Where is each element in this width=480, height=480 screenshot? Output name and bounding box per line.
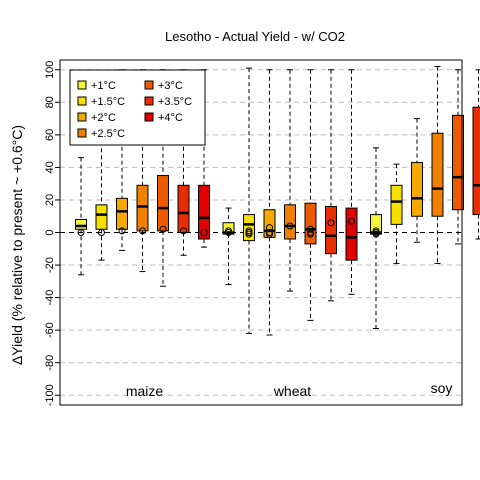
box-wheat-2 [243, 67, 255, 334]
legend-box [69, 69, 206, 146]
box-soy-3 [411, 118, 423, 243]
legend-swatch [77, 80, 87, 90]
y-tick-label: 40 [44, 161, 56, 173]
y-tick-label: 20 [44, 194, 56, 206]
box-soy-6 [472, 69, 480, 240]
box-body [157, 175, 169, 232]
legend-swatch [144, 96, 154, 106]
box-wheat-3 [263, 69, 276, 336]
data-point [348, 217, 355, 225]
box-body [431, 132, 444, 217]
box-wheat-7 [345, 69, 358, 295]
box-series [75, 66, 480, 336]
legend-label: +2.5°C [91, 128, 125, 140]
y-tick-label: -20 [44, 257, 56, 273]
legend-item: +3°C [144, 80, 183, 92]
legend-swatch [77, 112, 87, 122]
data-point [245, 227, 253, 235]
data-point [77, 229, 85, 236]
legend-label: +3°C [158, 80, 183, 92]
legend-label: +1.5°C [91, 96, 125, 108]
y-tick-label: -80 [44, 355, 56, 371]
y-tick-label: 80 [44, 96, 56, 108]
box-body [116, 197, 128, 230]
legend-item: +2°C [77, 112, 116, 124]
legend-swatch [77, 128, 87, 138]
box-body [198, 184, 210, 240]
y-axis-label: ΔYield (% relative to present ~ +0.6°C) [9, 125, 25, 365]
group-label-maize: maize [126, 383, 164, 399]
group-label-wheat: wheat [273, 383, 311, 399]
box-wheat-1 [222, 207, 235, 286]
box-body [95, 204, 108, 230]
legend-label: +2°C [91, 112, 116, 124]
box-body [136, 184, 149, 232]
y-tick-label: -100 [44, 384, 56, 406]
legend-item: +1°C [77, 80, 116, 92]
box-body [263, 209, 276, 238]
legend-swatch [144, 80, 154, 90]
box-body [284, 204, 296, 240]
group-labels: maize wheat soy [126, 380, 453, 399]
box-body [411, 162, 423, 217]
box-body [390, 184, 403, 225]
data-point [139, 227, 146, 235]
box-body [304, 202, 317, 245]
box-body [345, 207, 358, 261]
legend-label: +3.5°C [158, 96, 192, 108]
box-soy-5 [452, 69, 464, 245]
data-point [159, 225, 167, 233]
data-point [98, 229, 105, 236]
data-point [286, 222, 294, 230]
data-point [266, 229, 273, 236]
data-point [307, 225, 314, 233]
legend: +1°C +1.5°C +2°C +2.5°C +3°C +3.5°C +4°C [69, 69, 206, 146]
legend-item: +4°C [144, 112, 183, 124]
box-body [75, 218, 87, 230]
chart-title: Lesotho - Actual Yield - w/ CO2 [165, 29, 345, 44]
box-wheat-6 [325, 69, 337, 302]
y-axis: -100 -80 -60 -40 -20 0 20 40 60 80 100 [44, 61, 61, 406]
data-point [180, 227, 187, 235]
box-body [472, 106, 480, 216]
box-body [452, 114, 464, 211]
box-wheat-5 [304, 69, 317, 321]
data-point [307, 229, 314, 236]
y-tick-label: 100 [44, 61, 56, 79]
box-body [325, 205, 337, 255]
group-label-soy: soy [431, 380, 453, 396]
box-body [177, 184, 190, 234]
box-soy-2 [390, 163, 403, 264]
box-maize-1 [75, 157, 87, 276]
data-point [266, 224, 273, 232]
y-tick-label: 0 [44, 229, 56, 235]
data-point [118, 227, 126, 235]
box-wheat-4 [284, 69, 296, 292]
legend-swatch [144, 112, 154, 122]
y-tick-label: 60 [44, 129, 56, 141]
y-tick-label: -40 [44, 290, 56, 306]
data-point [372, 227, 380, 235]
data-point [200, 229, 208, 236]
box-soy-1 [370, 147, 382, 330]
legend-label: +1°C [91, 80, 116, 92]
box-soy-4 [431, 66, 444, 264]
legend-item: +1.5°C [77, 96, 125, 108]
legend-item: +2.5°C [77, 128, 125, 140]
legend-item: +3.5°C [144, 96, 192, 108]
data-point [327, 219, 335, 227]
legend-label: +4°C [158, 112, 183, 124]
y-tick-label: -60 [44, 322, 56, 338]
legend-swatch [77, 96, 87, 106]
plot-frame [59, 59, 463, 406]
data-point [225, 227, 232, 235]
box-maize-2 [95, 140, 108, 261]
